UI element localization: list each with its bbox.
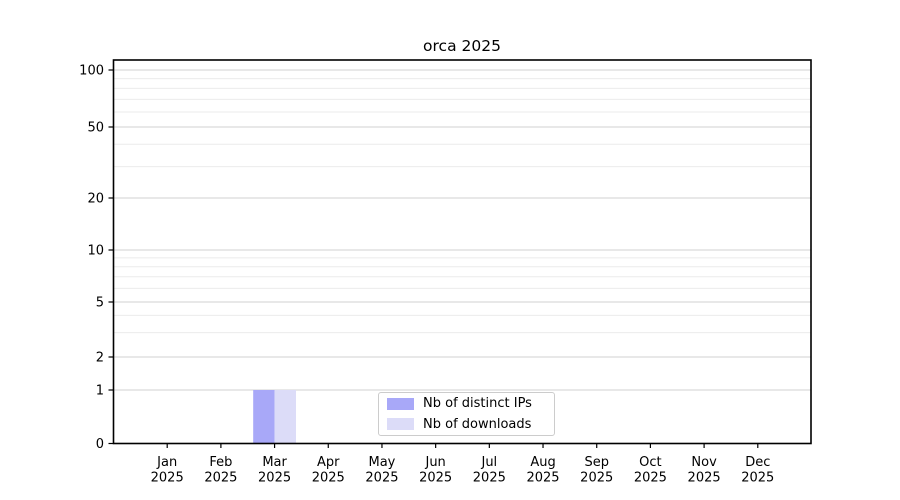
y-tick-label: 10 bbox=[87, 244, 104, 259]
x-tick-label: Dec 2025 bbox=[741, 455, 774, 486]
legend-swatch-distinct-ips bbox=[387, 397, 414, 410]
bar-nb-of-downloads-mar-2025 bbox=[274, 390, 296, 444]
x-tick-label: Apr 2025 bbox=[312, 455, 345, 486]
y-tick-label: 0 bbox=[96, 437, 104, 452]
x-tick-label: Nov 2025 bbox=[688, 455, 721, 486]
legend-item-downloads: Nb of downloads bbox=[379, 414, 554, 434]
y-tick-label: 100 bbox=[79, 64, 104, 79]
y-tick-label: 2 bbox=[96, 351, 104, 366]
legend-label-downloads: Nb of downloads bbox=[423, 416, 532, 432]
legend-swatch-downloads bbox=[387, 418, 414, 431]
y-tick-label: 5 bbox=[96, 296, 104, 311]
x-tick-label: Aug 2025 bbox=[526, 455, 559, 486]
x-tick-label: Jul 2025 bbox=[473, 455, 506, 486]
y-tick-label: 20 bbox=[87, 192, 104, 207]
x-tick-label: Jan 2025 bbox=[151, 455, 184, 486]
x-tick-label: Feb 2025 bbox=[204, 455, 237, 486]
legend-label-distinct-ips: Nb of distinct IPs bbox=[423, 396, 532, 412]
legend-item-distinct-ips: Nb of distinct IPs bbox=[379, 394, 554, 414]
legend: Nb of distinct IPs Nb of downloads bbox=[378, 392, 555, 436]
y-tick-label: 1 bbox=[96, 384, 104, 399]
x-tick-label: May 2025 bbox=[365, 455, 398, 486]
x-tick-label: Jun 2025 bbox=[419, 455, 452, 486]
x-tick-label: Oct 2025 bbox=[634, 455, 667, 486]
x-tick-label: Mar 2025 bbox=[258, 455, 291, 486]
bar-nb-of-distinct-ips-mar-2025 bbox=[253, 390, 275, 444]
plot-border bbox=[112, 59, 812, 445]
chart-title: orca 2025 bbox=[423, 37, 501, 55]
x-tick-label: Sep 2025 bbox=[580, 455, 613, 486]
y-tick-label: 50 bbox=[87, 121, 104, 136]
plot-area: 0 1 2 5 10 20 50 100 Jan 2025 Feb 2025 Mar 2025 Apr 202… bbox=[79, 59, 812, 486]
